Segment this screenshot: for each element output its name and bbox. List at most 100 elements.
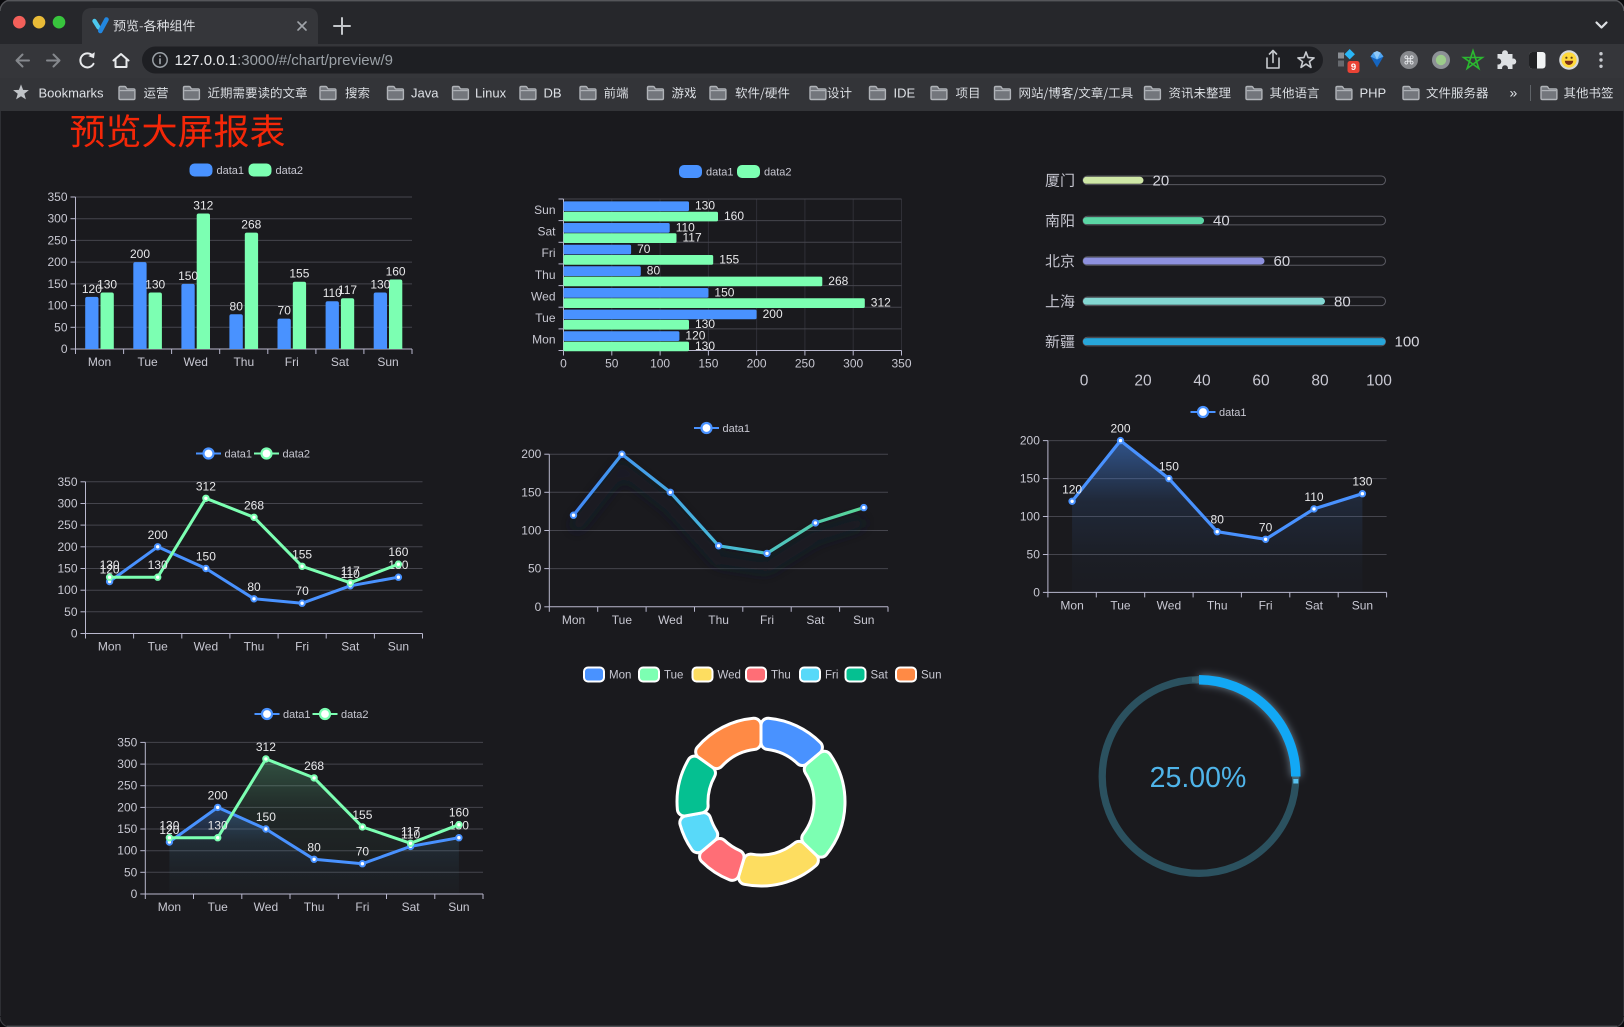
svg-text:60: 60 (1252, 373, 1270, 390)
svg-text:110: 110 (1304, 490, 1323, 504)
svg-text:Sat: Sat (806, 613, 825, 627)
svg-text:110: 110 (323, 286, 342, 300)
svg-text:200: 200 (763, 307, 783, 321)
svg-text:IDE: IDE (894, 86, 916, 101)
svg-text:Fri: Fri (355, 900, 369, 914)
svg-text:»: » (1510, 85, 1518, 101)
svg-text:70: 70 (295, 584, 309, 598)
svg-text:Mon: Mon (88, 355, 111, 369)
svg-text:130: 130 (148, 558, 168, 572)
svg-text:Tue: Tue (208, 900, 229, 914)
svg-text:150: 150 (117, 822, 137, 836)
svg-text:Sun: Sun (388, 640, 409, 654)
svg-text:0: 0 (1033, 585, 1040, 599)
svg-text:Tue: Tue (664, 670, 683, 682)
svg-text:150: 150 (1020, 472, 1040, 486)
svg-text:350: 350 (47, 190, 67, 204)
svg-text:Thu: Thu (535, 268, 556, 282)
svg-text:60: 60 (1274, 253, 1291, 270)
svg-text:Wed: Wed (718, 670, 741, 682)
svg-text:9: 9 (1351, 62, 1356, 73)
svg-text:130: 130 (208, 819, 228, 833)
svg-text:150: 150 (698, 357, 718, 371)
svg-text:Tue: Tue (148, 640, 169, 654)
svg-text:100: 100 (521, 524, 541, 538)
svg-text:Thu: Thu (233, 355, 254, 369)
svg-text:350: 350 (891, 357, 911, 371)
svg-text:Thu: Thu (304, 900, 325, 914)
svg-text:150: 150 (196, 550, 216, 564)
svg-text:50: 50 (64, 605, 78, 619)
svg-text:150: 150 (178, 269, 198, 283)
svg-text:150: 150 (57, 562, 77, 576)
svg-text:data1: data1 (723, 423, 751, 435)
svg-text:50: 50 (1027, 548, 1041, 562)
svg-text:312: 312 (871, 296, 891, 310)
svg-text:data1: data1 (225, 449, 253, 461)
svg-text:Fri: Fri (760, 613, 774, 627)
svg-text:DB: DB (544, 86, 562, 101)
svg-text:50: 50 (605, 357, 619, 371)
svg-text:Linux: Linux (475, 86, 507, 101)
svg-text:Fri: Fri (825, 670, 838, 682)
svg-text:Mon: Mon (562, 613, 585, 627)
svg-text:80: 80 (1311, 373, 1329, 390)
svg-text:250: 250 (47, 233, 67, 247)
svg-text:160: 160 (724, 209, 744, 223)
svg-text:160: 160 (388, 545, 408, 559)
svg-text:0: 0 (71, 627, 78, 641)
svg-text:80: 80 (1334, 293, 1351, 310)
svg-text:200: 200 (47, 255, 67, 269)
svg-text:150: 150 (256, 810, 276, 824)
svg-text:80: 80 (247, 580, 261, 594)
svg-text:0: 0 (560, 357, 567, 371)
svg-text:25.00%: 25.00% (1150, 762, 1247, 794)
svg-text:Sat: Sat (341, 640, 360, 654)
svg-text:80: 80 (230, 299, 244, 313)
svg-text:data2: data2 (764, 167, 792, 179)
svg-text:160: 160 (386, 265, 406, 279)
svg-text:268: 268 (244, 498, 264, 512)
svg-text:250: 250 (795, 357, 815, 371)
svg-text:130: 130 (695, 339, 715, 353)
svg-text:100: 100 (1395, 334, 1420, 351)
svg-text:117: 117 (338, 283, 357, 297)
svg-text:200: 200 (208, 788, 228, 802)
svg-text:80: 80 (647, 264, 661, 278)
svg-text:120: 120 (1062, 482, 1082, 496)
svg-text:data1: data1 (706, 167, 734, 179)
svg-text:200: 200 (1110, 422, 1130, 436)
svg-text:127.0.0.1:3000/#/chart/preview: 127.0.0.1:3000/#/chart/preview/9 (175, 52, 394, 69)
svg-text:0: 0 (61, 342, 68, 356)
svg-text:130: 130 (100, 558, 120, 572)
svg-text:200: 200 (521, 447, 541, 461)
svg-text:117: 117 (341, 564, 360, 578)
svg-text:Sun: Sun (853, 613, 874, 627)
svg-text:150: 150 (521, 485, 541, 499)
svg-text:130: 130 (695, 199, 715, 213)
svg-text:130: 130 (145, 278, 165, 292)
svg-text:Sun: Sun (534, 203, 555, 217)
svg-text:80: 80 (307, 840, 321, 854)
svg-text:Thu: Thu (771, 670, 791, 682)
svg-text:Wed: Wed (254, 900, 278, 914)
svg-text:Mon: Mon (1060, 598, 1083, 612)
svg-text:Bookmarks: Bookmarks (39, 86, 105, 101)
svg-text:Tue: Tue (535, 311, 556, 325)
svg-text:70: 70 (356, 845, 370, 859)
svg-text:70: 70 (637, 242, 651, 256)
svg-text:100: 100 (1020, 510, 1040, 524)
svg-text:200: 200 (57, 540, 77, 554)
svg-text:130: 130 (695, 317, 715, 331)
svg-text:100: 100 (650, 357, 670, 371)
svg-text:300: 300 (117, 757, 137, 771)
svg-text:155: 155 (292, 547, 312, 561)
svg-text:50: 50 (54, 320, 68, 334)
svg-text:200: 200 (130, 247, 150, 261)
svg-text:200: 200 (148, 528, 168, 542)
svg-text:268: 268 (241, 218, 261, 232)
svg-text:data2: data2 (276, 165, 304, 177)
svg-text:312: 312 (196, 479, 216, 493)
svg-text:268: 268 (828, 274, 848, 288)
svg-text:Wed: Wed (194, 640, 218, 654)
